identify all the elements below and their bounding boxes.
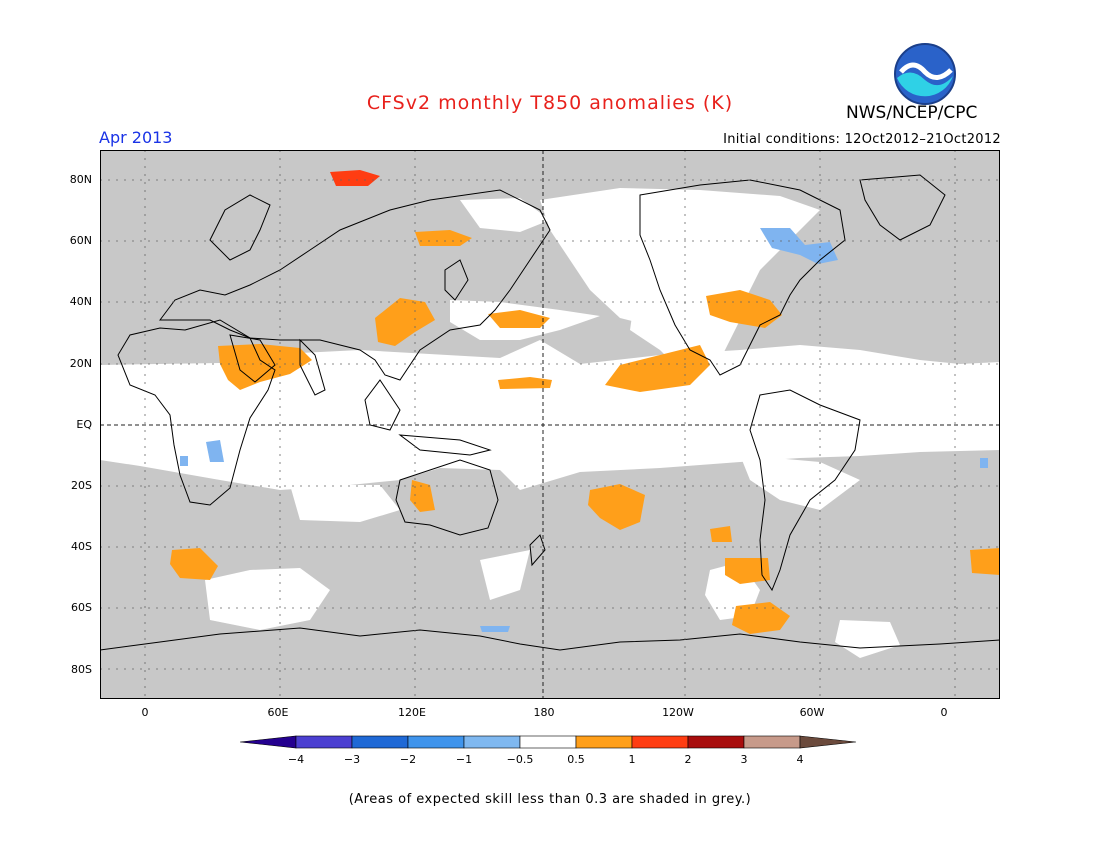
colorbar-label: 0.5 <box>567 753 585 766</box>
colorbar-segment <box>295 735 353 749</box>
lon-label: 60E <box>267 706 289 719</box>
cool-anomaly-regions <box>180 228 988 632</box>
colorbar-segment <box>631 735 689 749</box>
map-border <box>100 150 1000 699</box>
colorbar-segment <box>575 735 633 749</box>
map-gridlines <box>100 150 1000 699</box>
colorbar-segment <box>407 735 465 749</box>
lon-label: 0 <box>940 706 948 719</box>
lon-label: 120E <box>398 706 426 719</box>
strong-warm-anomaly-region <box>330 170 380 186</box>
warm-anomaly-regions <box>170 230 1000 634</box>
colorbar-label: 2 <box>684 753 692 766</box>
agency-label: NWS/NCEP/CPC <box>846 103 978 123</box>
colorbar-label: 4 <box>796 753 804 766</box>
forecast-month: Apr 2013 <box>99 128 173 147</box>
lat-label: 20N <box>69 357 92 370</box>
lon-label: 60W <box>799 706 825 719</box>
colorbar-label: −0.5 <box>506 753 534 766</box>
near-normal-regions <box>100 188 1000 658</box>
lon-label: 180 <box>533 706 555 719</box>
coastlines <box>100 174 1000 651</box>
colorbar-label: 3 <box>740 753 748 766</box>
colorbar-label: 1 <box>628 753 636 766</box>
colorbar-segment <box>351 735 409 749</box>
lon-label: 0 <box>141 706 149 719</box>
colorbar <box>240 735 857 749</box>
colorbar-segment <box>687 735 745 749</box>
colorbar-segment <box>463 735 521 749</box>
colorbar-segment <box>240 735 297 749</box>
colorbar-label: −3 <box>343 753 361 766</box>
lat-label: 40S <box>71 540 92 553</box>
lat-label-equator: EQ <box>76 418 92 431</box>
lat-label: 60S <box>71 601 92 614</box>
lat-label: 20S <box>71 479 92 492</box>
anomaly-map <box>100 150 1000 699</box>
lat-label: 80S <box>71 663 92 676</box>
lat-label: 60N <box>69 234 92 247</box>
colorbar-segment <box>799 735 857 749</box>
colorbar-label: −2 <box>399 753 417 766</box>
chart-title: CFSv2 monthly T850 anomalies (K) <box>366 92 734 114</box>
equator-dateline <box>100 150 1000 699</box>
lon-label: 120W <box>662 706 694 719</box>
noaa-logo <box>894 43 956 105</box>
colorbar-label: −4 <box>287 753 305 766</box>
initial-conditions: Initial conditions: 12Oct2012–21Oct2012 <box>723 132 1001 147</box>
lat-label: 40N <box>69 295 92 308</box>
skill-note: (Areas of expected skill less than 0.3 a… <box>348 792 752 807</box>
colorbar-segment <box>519 735 577 749</box>
colorbar-label: −1 <box>455 753 473 766</box>
colorbar-segment <box>743 735 801 749</box>
lat-label: 80N <box>69 173 92 186</box>
